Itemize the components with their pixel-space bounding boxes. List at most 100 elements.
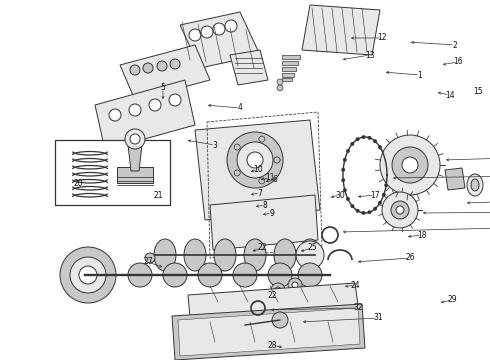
Text: 1: 1 — [417, 71, 422, 80]
Circle shape — [272, 312, 288, 328]
Circle shape — [274, 157, 280, 163]
Polygon shape — [302, 5, 380, 55]
Circle shape — [170, 59, 180, 69]
Circle shape — [143, 63, 153, 73]
Circle shape — [356, 209, 360, 213]
Circle shape — [268, 263, 292, 287]
Circle shape — [234, 144, 240, 150]
Bar — [282, 55, 300, 59]
Ellipse shape — [467, 174, 483, 196]
Circle shape — [277, 85, 283, 91]
Circle shape — [362, 135, 366, 139]
Circle shape — [362, 211, 366, 215]
Polygon shape — [230, 50, 268, 85]
Circle shape — [343, 158, 346, 162]
Polygon shape — [195, 120, 320, 220]
Text: 28: 28 — [267, 341, 277, 350]
Circle shape — [271, 283, 285, 297]
Circle shape — [145, 253, 155, 263]
Circle shape — [342, 178, 345, 182]
Polygon shape — [120, 45, 210, 100]
Circle shape — [247, 152, 263, 168]
Circle shape — [237, 142, 273, 178]
Text: 26: 26 — [405, 253, 415, 262]
Circle shape — [125, 129, 145, 149]
Circle shape — [402, 157, 418, 173]
Polygon shape — [128, 145, 142, 171]
Circle shape — [129, 104, 141, 116]
Circle shape — [396, 206, 404, 214]
Circle shape — [392, 147, 428, 183]
Circle shape — [385, 173, 389, 177]
Circle shape — [373, 207, 377, 211]
Text: 6: 6 — [272, 175, 277, 184]
Ellipse shape — [154, 239, 176, 271]
Circle shape — [259, 136, 265, 142]
Circle shape — [350, 142, 354, 146]
Bar — [117, 167, 153, 183]
Text: 24: 24 — [350, 280, 360, 289]
Circle shape — [350, 204, 354, 208]
Circle shape — [198, 263, 222, 287]
Text: 12: 12 — [377, 33, 387, 42]
Polygon shape — [95, 80, 195, 150]
Circle shape — [70, 257, 106, 293]
Circle shape — [149, 99, 161, 111]
Circle shape — [213, 23, 225, 35]
Text: 18: 18 — [417, 230, 427, 239]
Circle shape — [385, 173, 389, 177]
Circle shape — [227, 132, 283, 188]
Circle shape — [378, 145, 382, 149]
Text: 20: 20 — [73, 179, 83, 188]
Circle shape — [163, 263, 187, 287]
Ellipse shape — [299, 239, 321, 271]
Circle shape — [346, 197, 350, 201]
Circle shape — [356, 138, 360, 141]
Circle shape — [225, 20, 237, 32]
Ellipse shape — [471, 179, 479, 191]
Circle shape — [302, 292, 308, 298]
Text: 25: 25 — [307, 243, 317, 252]
Bar — [55, 140, 170, 205]
Circle shape — [130, 134, 140, 144]
Text: 14: 14 — [445, 90, 455, 99]
Text: 31: 31 — [373, 314, 383, 323]
Circle shape — [233, 263, 257, 287]
Circle shape — [378, 201, 382, 204]
Circle shape — [274, 157, 280, 163]
Circle shape — [60, 247, 116, 303]
Polygon shape — [188, 283, 358, 317]
Circle shape — [292, 282, 298, 288]
Text: 9: 9 — [270, 208, 274, 217]
Text: 2: 2 — [453, 40, 457, 49]
Circle shape — [234, 170, 240, 176]
Bar — [282, 78, 292, 81]
Circle shape — [382, 192, 418, 228]
Polygon shape — [210, 195, 318, 250]
Circle shape — [298, 263, 322, 287]
Text: 7: 7 — [258, 189, 263, 198]
Bar — [282, 67, 296, 71]
Circle shape — [259, 178, 265, 184]
Circle shape — [296, 241, 324, 269]
Circle shape — [79, 266, 97, 284]
Circle shape — [157, 61, 167, 71]
Circle shape — [382, 153, 386, 157]
Circle shape — [128, 263, 152, 287]
Text: 22: 22 — [257, 243, 267, 252]
Circle shape — [109, 109, 121, 121]
Text: 10: 10 — [253, 166, 263, 175]
Circle shape — [169, 94, 181, 106]
Bar — [282, 61, 298, 65]
Circle shape — [277, 79, 283, 85]
Circle shape — [382, 193, 386, 197]
Circle shape — [288, 278, 302, 292]
Polygon shape — [445, 168, 465, 190]
Circle shape — [342, 168, 345, 172]
Text: 29: 29 — [447, 296, 457, 305]
Text: 5: 5 — [161, 84, 166, 93]
Text: 8: 8 — [263, 201, 268, 210]
Text: 27: 27 — [143, 257, 153, 266]
Text: 11: 11 — [265, 174, 275, 183]
Circle shape — [201, 26, 213, 38]
